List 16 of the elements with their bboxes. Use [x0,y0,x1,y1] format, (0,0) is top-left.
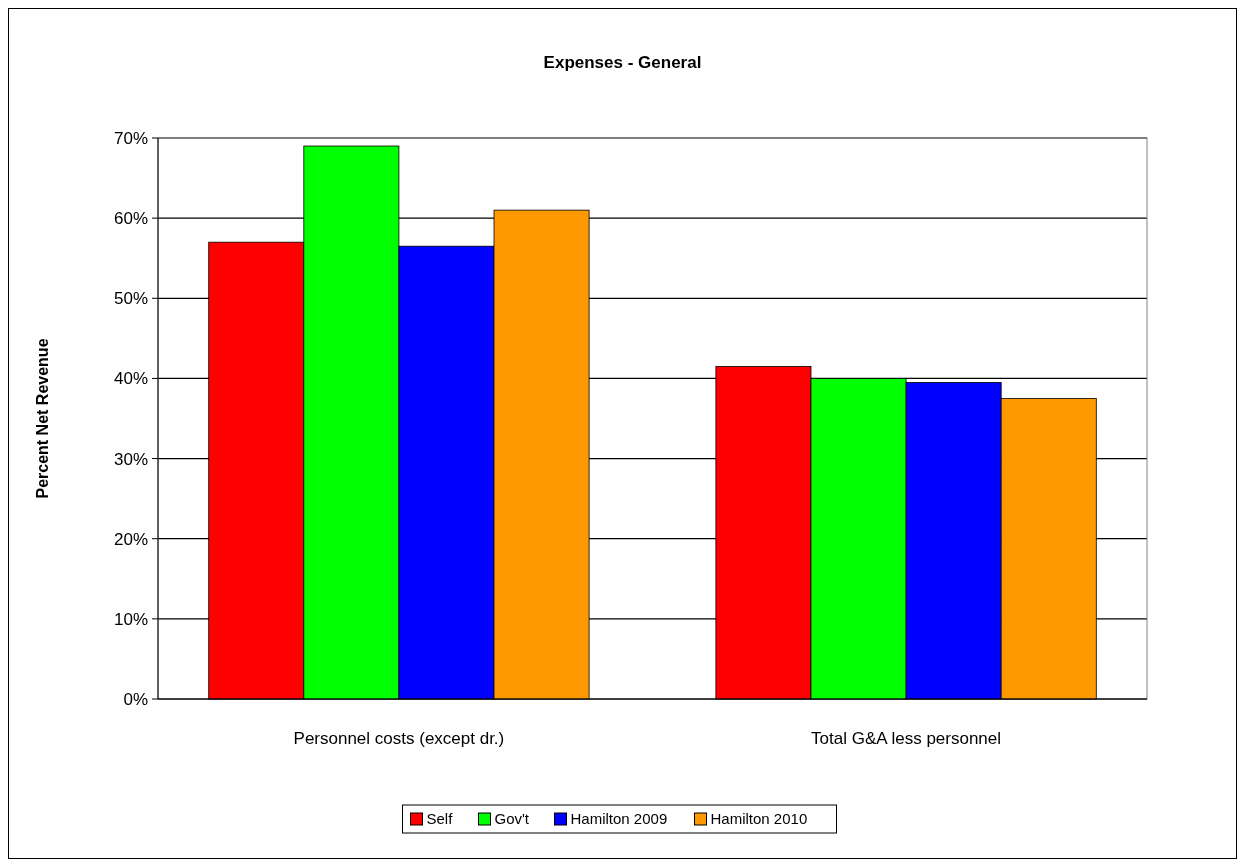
chart-title: Expenses - General [543,53,702,72]
legend-label: Hamilton 2010 [710,810,808,828]
y-tick-label: 70% [113,128,148,148]
y-tick-label: 20% [113,529,148,549]
y-tick-label: 60% [113,209,148,229]
legend-label: Hamilton 2009 [570,810,668,828]
y-tick-label: 30% [113,449,148,469]
x-tick-label: Personnel costs (except dr.) [293,729,505,748]
legend-label: Gov't [494,810,530,828]
y-axis-title: Percent Net Revenue [34,338,51,499]
y-tick-label: 50% [113,289,148,309]
legend-label: Self [426,810,454,828]
y-tick-label: 40% [113,369,148,389]
x-tick-label: Total G&A less personnel [811,729,1002,748]
y-tick-label: 10% [113,609,148,629]
y-tick-label: 0% [123,689,148,709]
